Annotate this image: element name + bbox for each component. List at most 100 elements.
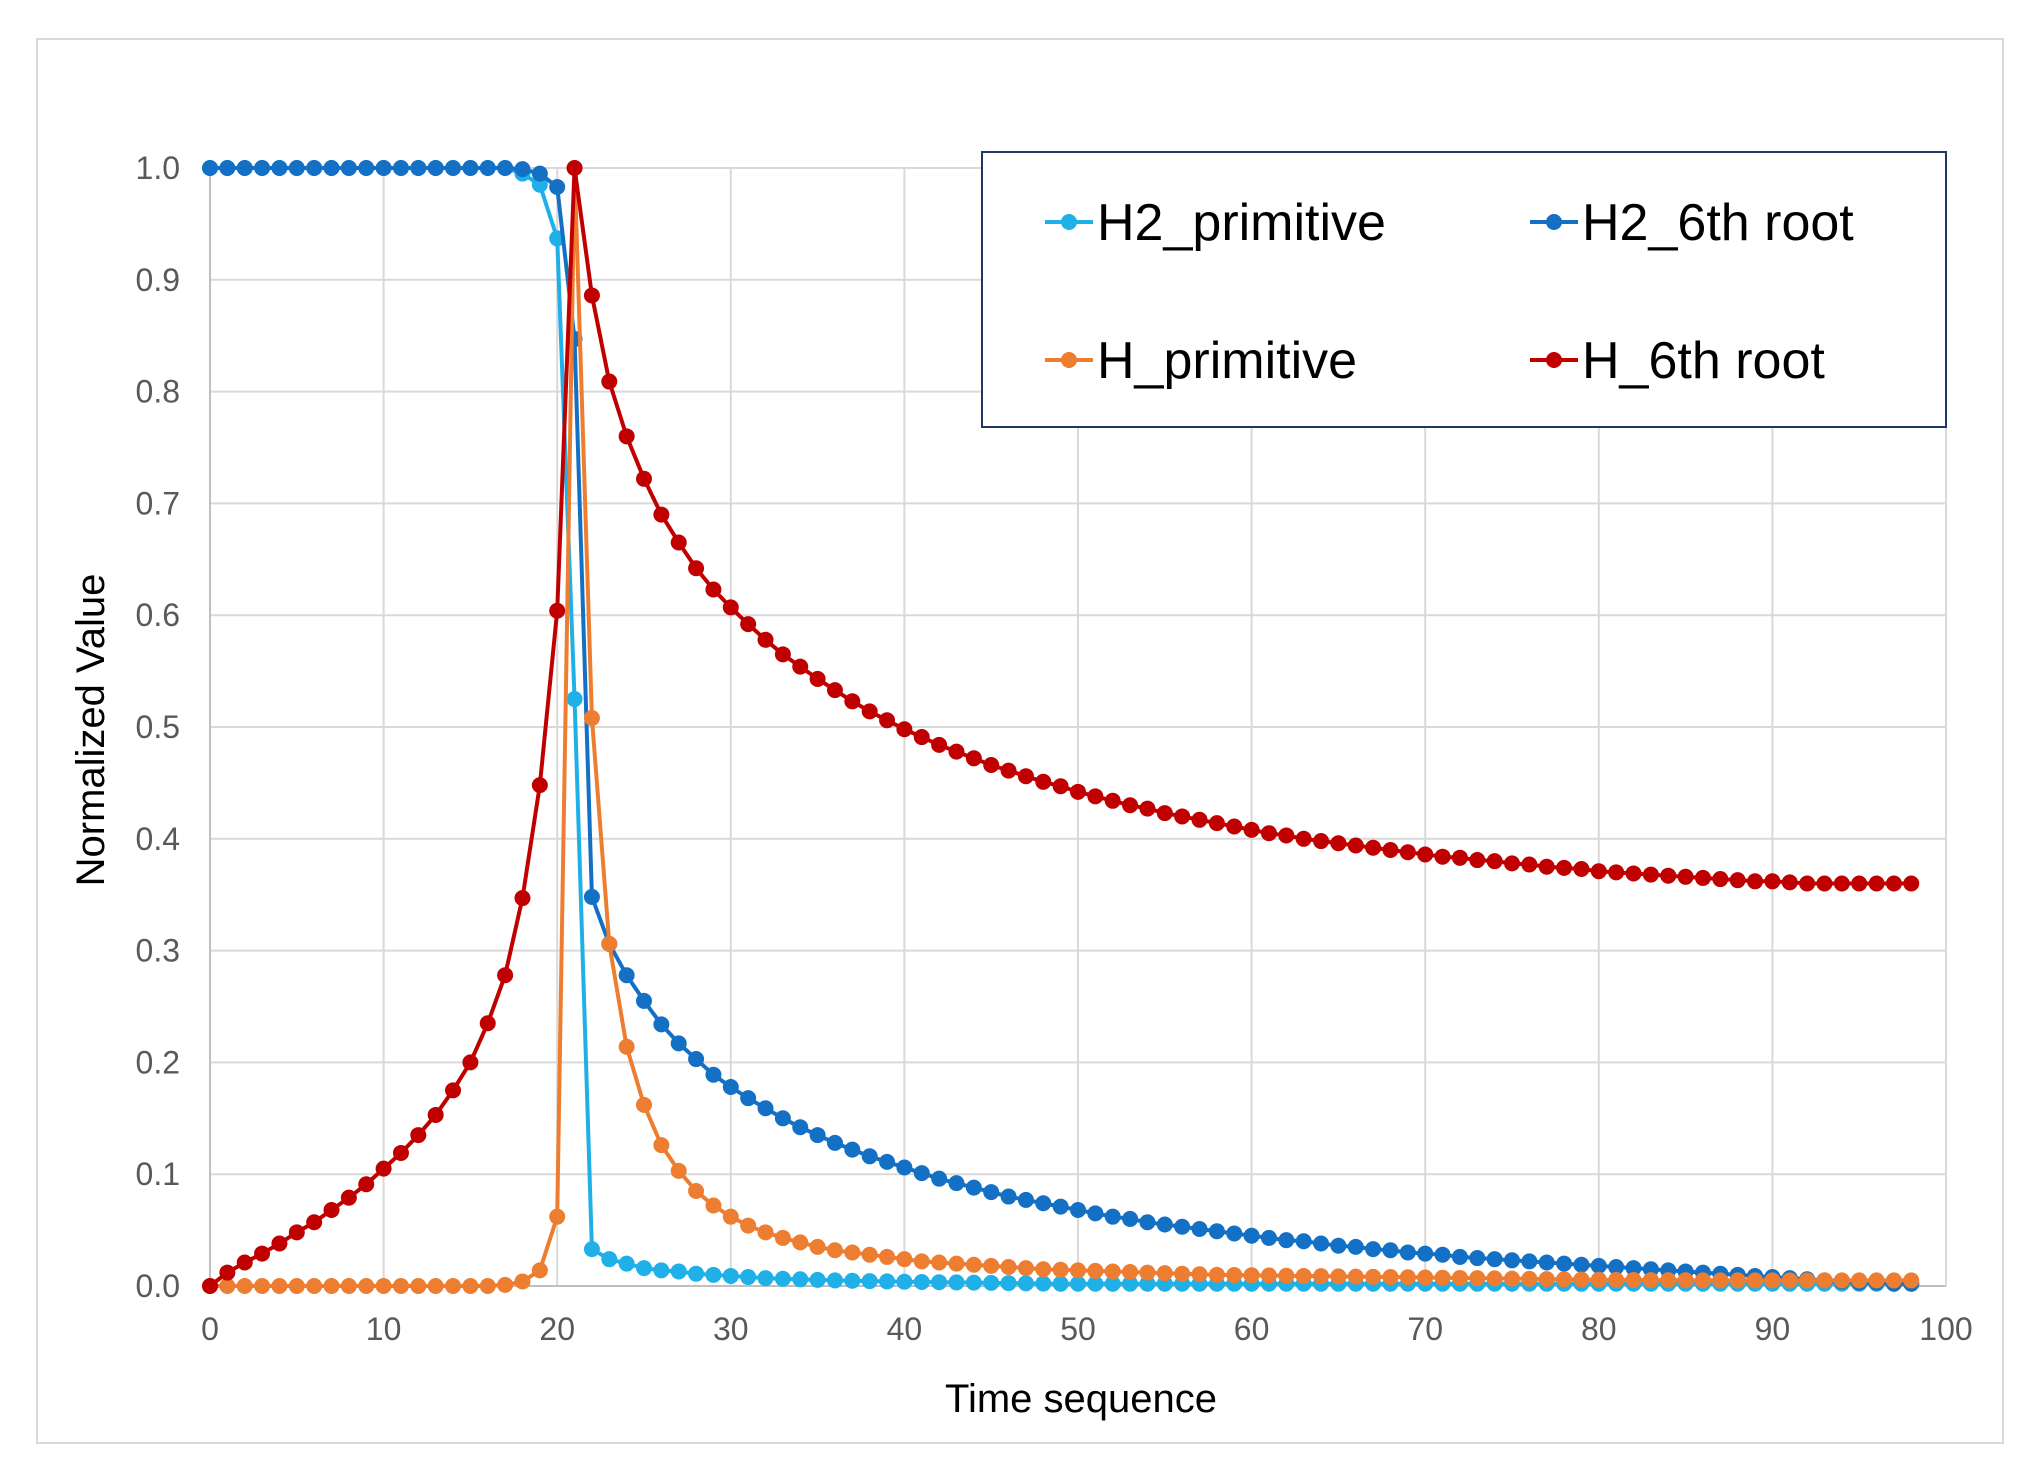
- data-point-h2-6th-root: [896, 1159, 913, 1176]
- data-point-h-6th-root: [1382, 841, 1399, 858]
- data-point-h2-primitive: [566, 691, 583, 708]
- data-point-h2-6th-root: [757, 1100, 774, 1117]
- data-point-h-primitive: [306, 1278, 323, 1294]
- data-point-h2-primitive: [1087, 1275, 1104, 1292]
- data-point-h-6th-root: [1122, 797, 1139, 814]
- data-point-h-primitive: [705, 1197, 722, 1214]
- data-point-h-6th-root: [219, 1264, 236, 1281]
- data-point-h-primitive: [1122, 1264, 1139, 1281]
- data-point-h-6th-root: [1417, 846, 1434, 863]
- data-point-h-6th-root: [1868, 875, 1885, 892]
- data-point-h-primitive: [549, 1208, 566, 1225]
- data-point-h-6th-root: [236, 1254, 253, 1271]
- y-axis-title: Normalized Value: [69, 574, 113, 887]
- data-point-h-6th-root: [514, 890, 531, 907]
- data-point-h-primitive: [1399, 1269, 1416, 1286]
- data-point-h-6th-root: [1521, 856, 1538, 873]
- data-point-h-6th-root: [1035, 773, 1052, 790]
- data-point-h-6th-root: [931, 736, 948, 753]
- data-point-h2-6th-root: [618, 967, 635, 984]
- data-point-h-6th-root: [271, 1235, 288, 1252]
- data-point-h-6th-root: [497, 967, 514, 984]
- data-point-h-6th-root: [254, 1245, 271, 1262]
- data-point-h-6th-root: [531, 777, 548, 794]
- data-point-h-primitive: [1590, 1271, 1607, 1288]
- data-point-h2-6th-root: [1330, 1237, 1347, 1254]
- data-point-h2-6th-root: [1399, 1244, 1416, 1261]
- data-point-h-primitive: [427, 1278, 444, 1294]
- data-point-h-primitive: [1087, 1262, 1104, 1279]
- data-point-h-6th-root: [1260, 825, 1277, 842]
- data-point-h-primitive: [1712, 1272, 1729, 1289]
- data-point-h-primitive: [809, 1238, 826, 1255]
- data-point-h-6th-root: [1347, 837, 1364, 854]
- data-point-h-primitive: [1451, 1269, 1468, 1286]
- data-point-h-6th-root: [1208, 815, 1225, 832]
- data-point-h-6th-root: [1243, 821, 1260, 838]
- data-point-h-6th-root: [392, 1144, 409, 1161]
- data-point-h2-primitive: [913, 1273, 930, 1290]
- data-point-h2-6th-root: [705, 1066, 722, 1083]
- data-point-h-6th-root: [1156, 805, 1173, 822]
- data-point-h-primitive: [1851, 1272, 1868, 1289]
- data-point-h-primitive: [392, 1278, 409, 1294]
- data-point-h2-6th-root: [1590, 1257, 1607, 1274]
- data-point-h-primitive: [1660, 1272, 1677, 1289]
- data-point-h2-6th-root: [497, 160, 514, 176]
- data-point-h2-primitive: [844, 1272, 861, 1289]
- data-point-h2-6th-root: [1521, 1253, 1538, 1270]
- data-point-h2-6th-root: [1573, 1256, 1590, 1273]
- data-point-h-6th-root: [566, 160, 583, 176]
- data-point-h-primitive: [1573, 1271, 1590, 1288]
- data-point-h-primitive: [219, 1278, 236, 1294]
- data-point-h2-6th-root: [219, 160, 236, 176]
- data-point-h-6th-root: [427, 1106, 444, 1123]
- data-point-h-6th-root: [1833, 875, 1850, 892]
- data-point-h2-6th-root: [202, 160, 218, 176]
- data-point-h-primitive: [445, 1278, 462, 1294]
- data-point-h-primitive: [340, 1278, 357, 1294]
- data-point-h-6th-root: [1017, 768, 1034, 785]
- data-point-h-6th-root: [913, 729, 930, 746]
- data-point-h2-6th-root: [531, 165, 548, 182]
- data-point-h2-primitive: [1017, 1275, 1034, 1292]
- legend: H2_primitive H2_6th root H_primitive H_6th …: [981, 151, 1947, 428]
- data-point-h-primitive: [1747, 1272, 1764, 1289]
- data-point-h-6th-root: [1538, 858, 1555, 875]
- data-point-h-primitive: [1729, 1272, 1746, 1289]
- legend-swatch-marker: [1061, 352, 1077, 368]
- legend-swatch-marker: [1546, 214, 1562, 230]
- data-point-h-6th-root: [601, 373, 618, 390]
- data-point-h2-6th-root: [1469, 1250, 1486, 1267]
- data-point-h2-primitive: [757, 1270, 774, 1287]
- data-point-h2-primitive: [688, 1265, 705, 1282]
- data-point-h-primitive: [983, 1257, 1000, 1274]
- data-point-h-6th-root: [1903, 875, 1920, 892]
- data-point-h-6th-root: [1451, 849, 1468, 866]
- data-point-h2-6th-root: [774, 1110, 791, 1127]
- data-point-h-6th-root: [1625, 865, 1642, 882]
- data-point-h-primitive: [792, 1234, 809, 1251]
- x-tick-label: 100: [1919, 1311, 1972, 1347]
- data-point-h2-6th-root: [826, 1134, 843, 1151]
- data-point-h2-6th-root: [983, 1184, 1000, 1201]
- data-point-h-6th-root: [1677, 868, 1694, 885]
- data-point-h2-6th-root: [1208, 1223, 1225, 1240]
- data-point-h2-6th-root: [1608, 1258, 1625, 1275]
- data-point-h-6th-root: [202, 1278, 218, 1294]
- data-point-h2-6th-root: [636, 992, 652, 1009]
- data-point-h-primitive: [1017, 1260, 1034, 1277]
- data-point-h-6th-root: [1174, 808, 1191, 825]
- data-point-h-primitive: [1347, 1268, 1364, 1285]
- data-point-h2-6th-root: [688, 1051, 705, 1068]
- data-point-h-primitive: [358, 1278, 375, 1294]
- data-point-h2-primitive: [1000, 1275, 1017, 1292]
- data-point-h2-primitive: [861, 1273, 878, 1290]
- data-point-h-primitive: [931, 1254, 948, 1271]
- data-point-h-primitive: [1885, 1272, 1902, 1289]
- data-point-h-primitive: [410, 1278, 427, 1294]
- data-point-h-6th-root: [445, 1082, 462, 1099]
- data-point-h-6th-root: [1330, 835, 1347, 852]
- data-point-h2-6th-root: [965, 1179, 982, 1196]
- data-point-h-primitive: [479, 1278, 496, 1294]
